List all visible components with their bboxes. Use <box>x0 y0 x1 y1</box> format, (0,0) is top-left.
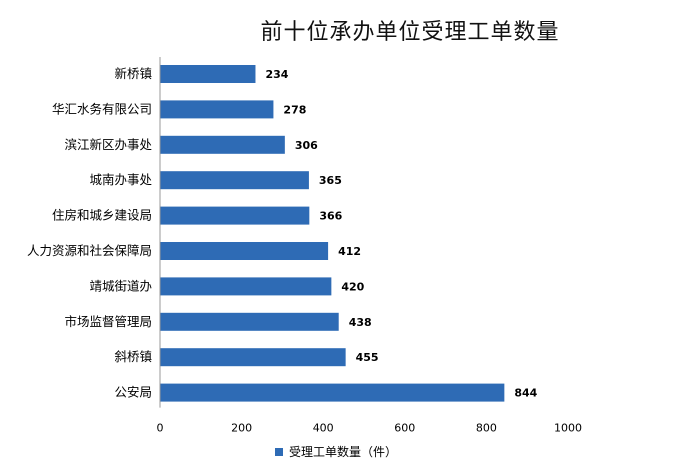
category-label: 靖城街道办 <box>89 278 152 293</box>
bar <box>160 348 346 367</box>
x-tick-label: 800 <box>476 422 497 435</box>
data-label: 234 <box>265 68 288 81</box>
data-label: 438 <box>349 316 372 329</box>
bar <box>160 206 310 225</box>
chart-title: 前十位承办单位受理工单数量 <box>260 20 560 45</box>
bar <box>160 135 285 154</box>
category-label: 新桥镇 <box>114 66 152 81</box>
category-labels: 新桥镇华汇水务有限公司滨江新区办事处城南办事处住房和城乡建设局人力资源和社会保障… <box>27 66 153 400</box>
value-labels: 234 278 306 365 366 412 420 438 455 844 <box>265 68 537 400</box>
data-label: 278 <box>283 103 306 116</box>
category-label: 市场监督管理局 <box>64 314 152 329</box>
bars <box>160 65 505 402</box>
data-label: 412 <box>338 245 361 258</box>
bar <box>160 277 332 296</box>
category-label: 人力资源和社会保障局 <box>27 243 152 258</box>
data-label: 455 <box>356 351 379 364</box>
bar <box>160 242 329 260</box>
bar <box>160 100 274 119</box>
data-label: 306 <box>295 139 318 152</box>
category-label: 住房和城乡建设局 <box>52 208 152 223</box>
legend-label: 受理工单数量（件） <box>289 445 398 459</box>
data-label: 365 <box>319 174 342 187</box>
category-label: 华汇水务有限公司 <box>52 101 152 116</box>
x-tick-label: 1000 <box>554 422 582 435</box>
category-label: 公安局 <box>114 385 152 400</box>
x-tick-label: 200 <box>231 422 252 435</box>
category-label: 城南办事处 <box>89 172 152 187</box>
bar <box>160 383 505 402</box>
data-label: 420 <box>341 280 364 293</box>
x-tick-label: 0 <box>157 422 164 435</box>
x-axis: 0 200 400 600 800 1000 <box>157 57 582 435</box>
data-label: 844 <box>514 387 537 400</box>
legend-swatch <box>275 447 283 456</box>
category-label: 滨江新区办事处 <box>64 137 152 152</box>
x-tick-label: 400 <box>313 422 334 435</box>
bar <box>160 171 309 190</box>
legend: 受理工单数量（件） <box>275 443 397 460</box>
category-label: 斜桥镇 <box>114 349 152 364</box>
data-label: 366 <box>319 210 342 223</box>
x-tick-label: 600 <box>394 422 415 435</box>
bar <box>160 65 256 83</box>
bar <box>160 312 339 331</box>
